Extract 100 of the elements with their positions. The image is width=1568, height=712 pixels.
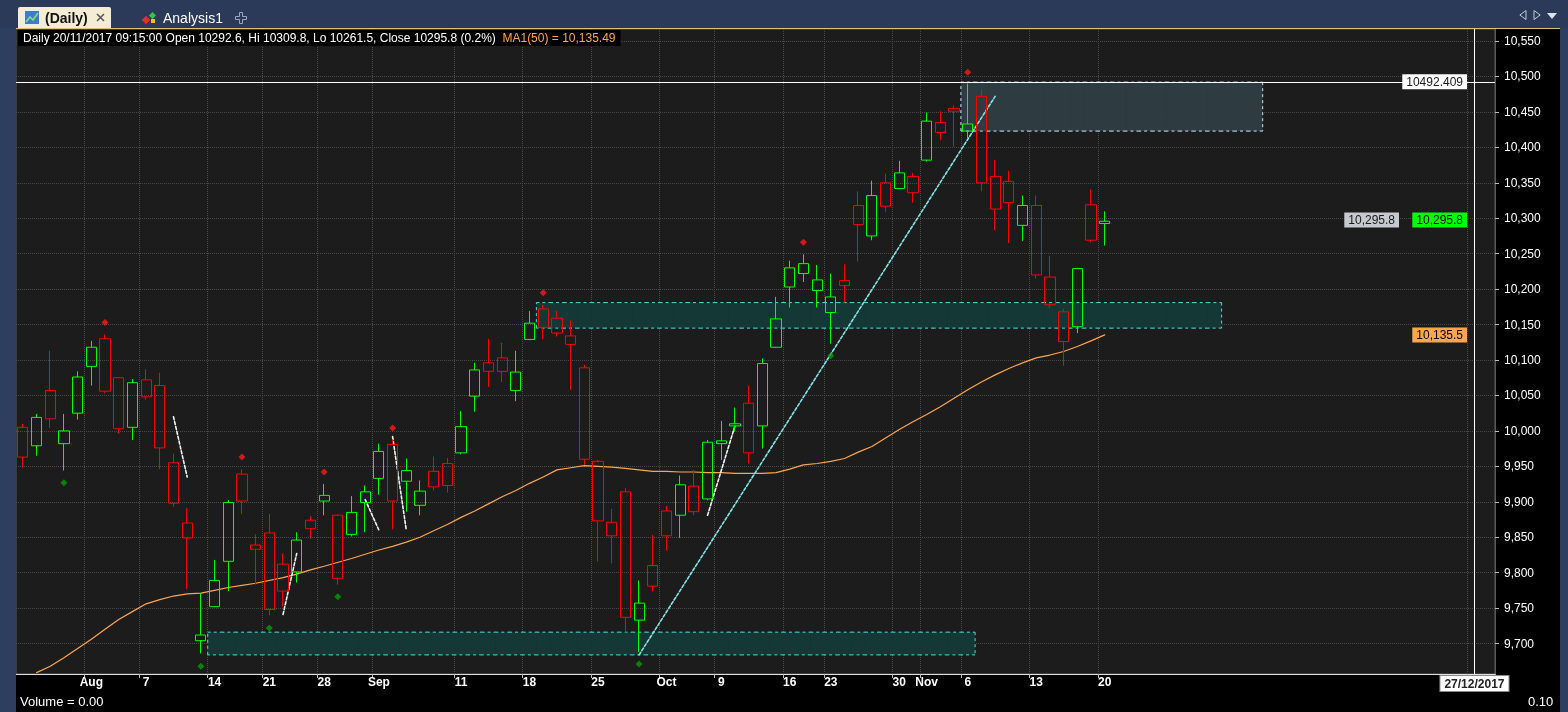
candlestick [921,112,932,163]
point [238,453,246,461]
candlestick [812,264,823,309]
x-tick-label: 20 [1098,675,1112,689]
point [389,424,397,432]
candlestick [291,531,302,584]
candlestick [510,350,521,402]
candlestick [72,370,83,421]
y-tick-label: 10,400 [1504,140,1542,155]
candlestick [414,480,426,516]
x-tick-label: 30 [892,675,907,689]
candlestick [866,180,877,241]
point [539,289,547,297]
candlestick [250,533,261,586]
candlestick [688,469,699,516]
candlestick [168,453,179,508]
x-tick-label: 25 [591,675,606,689]
y-tick-label: 10,450 [1504,104,1542,119]
candlestick [825,273,836,345]
x-tick-label: 9 [717,675,725,689]
candlestick [45,350,56,429]
y-tick-label: 10,100 [1504,353,1542,368]
candlestick [743,385,754,464]
candlestick [538,304,549,340]
x-tick-label: 23 [824,675,838,689]
x-tick-label: Oct [656,675,677,689]
y-tick-label: 9,850 [1504,530,1535,545]
point [60,479,68,487]
x-tick-label: 13 [1029,675,1044,689]
candlestick [894,160,905,190]
point [101,318,109,326]
point [334,593,342,601]
candlestick [620,487,631,634]
candlestick [675,475,686,539]
candlestick [948,105,960,148]
candlestick [442,457,453,494]
candlestick [976,88,987,192]
point [964,68,972,76]
y-tick-label: 10,050 [1504,388,1542,403]
candlestick [880,173,891,213]
candlestick [305,515,316,540]
candlestick [195,592,206,654]
y-tick-label: 9,750 [1504,601,1535,616]
candlestick [497,342,508,383]
candlestick [565,319,576,391]
x-tick-label: 21 [262,675,277,689]
candlestick [455,410,467,455]
candlestick [209,559,220,608]
candlestick [579,364,590,466]
candlestick [58,413,70,472]
candlestick [1003,170,1014,244]
y-tick-label: 9,900 [1504,494,1535,509]
candlestick [1085,188,1097,243]
y-tick-label: 9,700 [1504,636,1535,651]
candlestick [86,340,97,387]
text: Analysis1 [163,9,223,26]
chart-title: Daily 20/11/2017 09:15:00 Open 10292.6, Hi 10309.8, Lo 10261.5, Close 10295.8 (0.2%) [23,31,496,45]
x-tick-label: 6 [964,675,972,689]
candlestick [113,376,124,434]
candlestick [127,378,138,441]
x-tick-label: 18 [522,675,537,689]
point [265,624,273,632]
candlestick [141,368,152,401]
ref-line-label: 10492.409 [1406,74,1464,89]
y-tick-label: 10,500 [1504,69,1542,84]
candlestick [729,406,741,433]
candlestick [962,83,973,140]
candlestick [784,260,795,309]
candlestick [990,159,1001,231]
candlestick [346,495,357,537]
x-tick-label: 16 [783,675,797,689]
x-tick-label: Sep [367,675,390,689]
candlestick [757,358,768,450]
candlestick [277,553,289,608]
x-tick-label: Nov [915,675,939,689]
candlestick [428,455,439,491]
y-tick-label: 9,800 [1504,565,1535,580]
candlestick [469,362,480,413]
annotation: 10,135.5 [1416,328,1464,342]
text: 0.10 [1528,694,1554,709]
candlestick [839,263,850,304]
annotation: 10,295.8 [1348,213,1396,227]
y-tick-label: 10,000 [1504,423,1542,438]
point [320,468,328,476]
candlestick [524,310,535,341]
candlestick [373,443,384,496]
line-series [35,334,1106,674]
candlestick [1017,195,1028,242]
candlestick [661,505,672,552]
candlestick [17,423,28,469]
y-tick-label: 9,950 [1504,459,1535,474]
text: Volume = 0.00 [20,694,104,709]
candlestick [360,484,371,533]
point [197,662,205,670]
candlestick [647,534,658,592]
candlestick [264,513,275,616]
x-tick-label: 27/12/2017 [1444,677,1505,691]
candlestick [99,333,111,394]
point [635,660,643,668]
candlestick [401,458,412,513]
